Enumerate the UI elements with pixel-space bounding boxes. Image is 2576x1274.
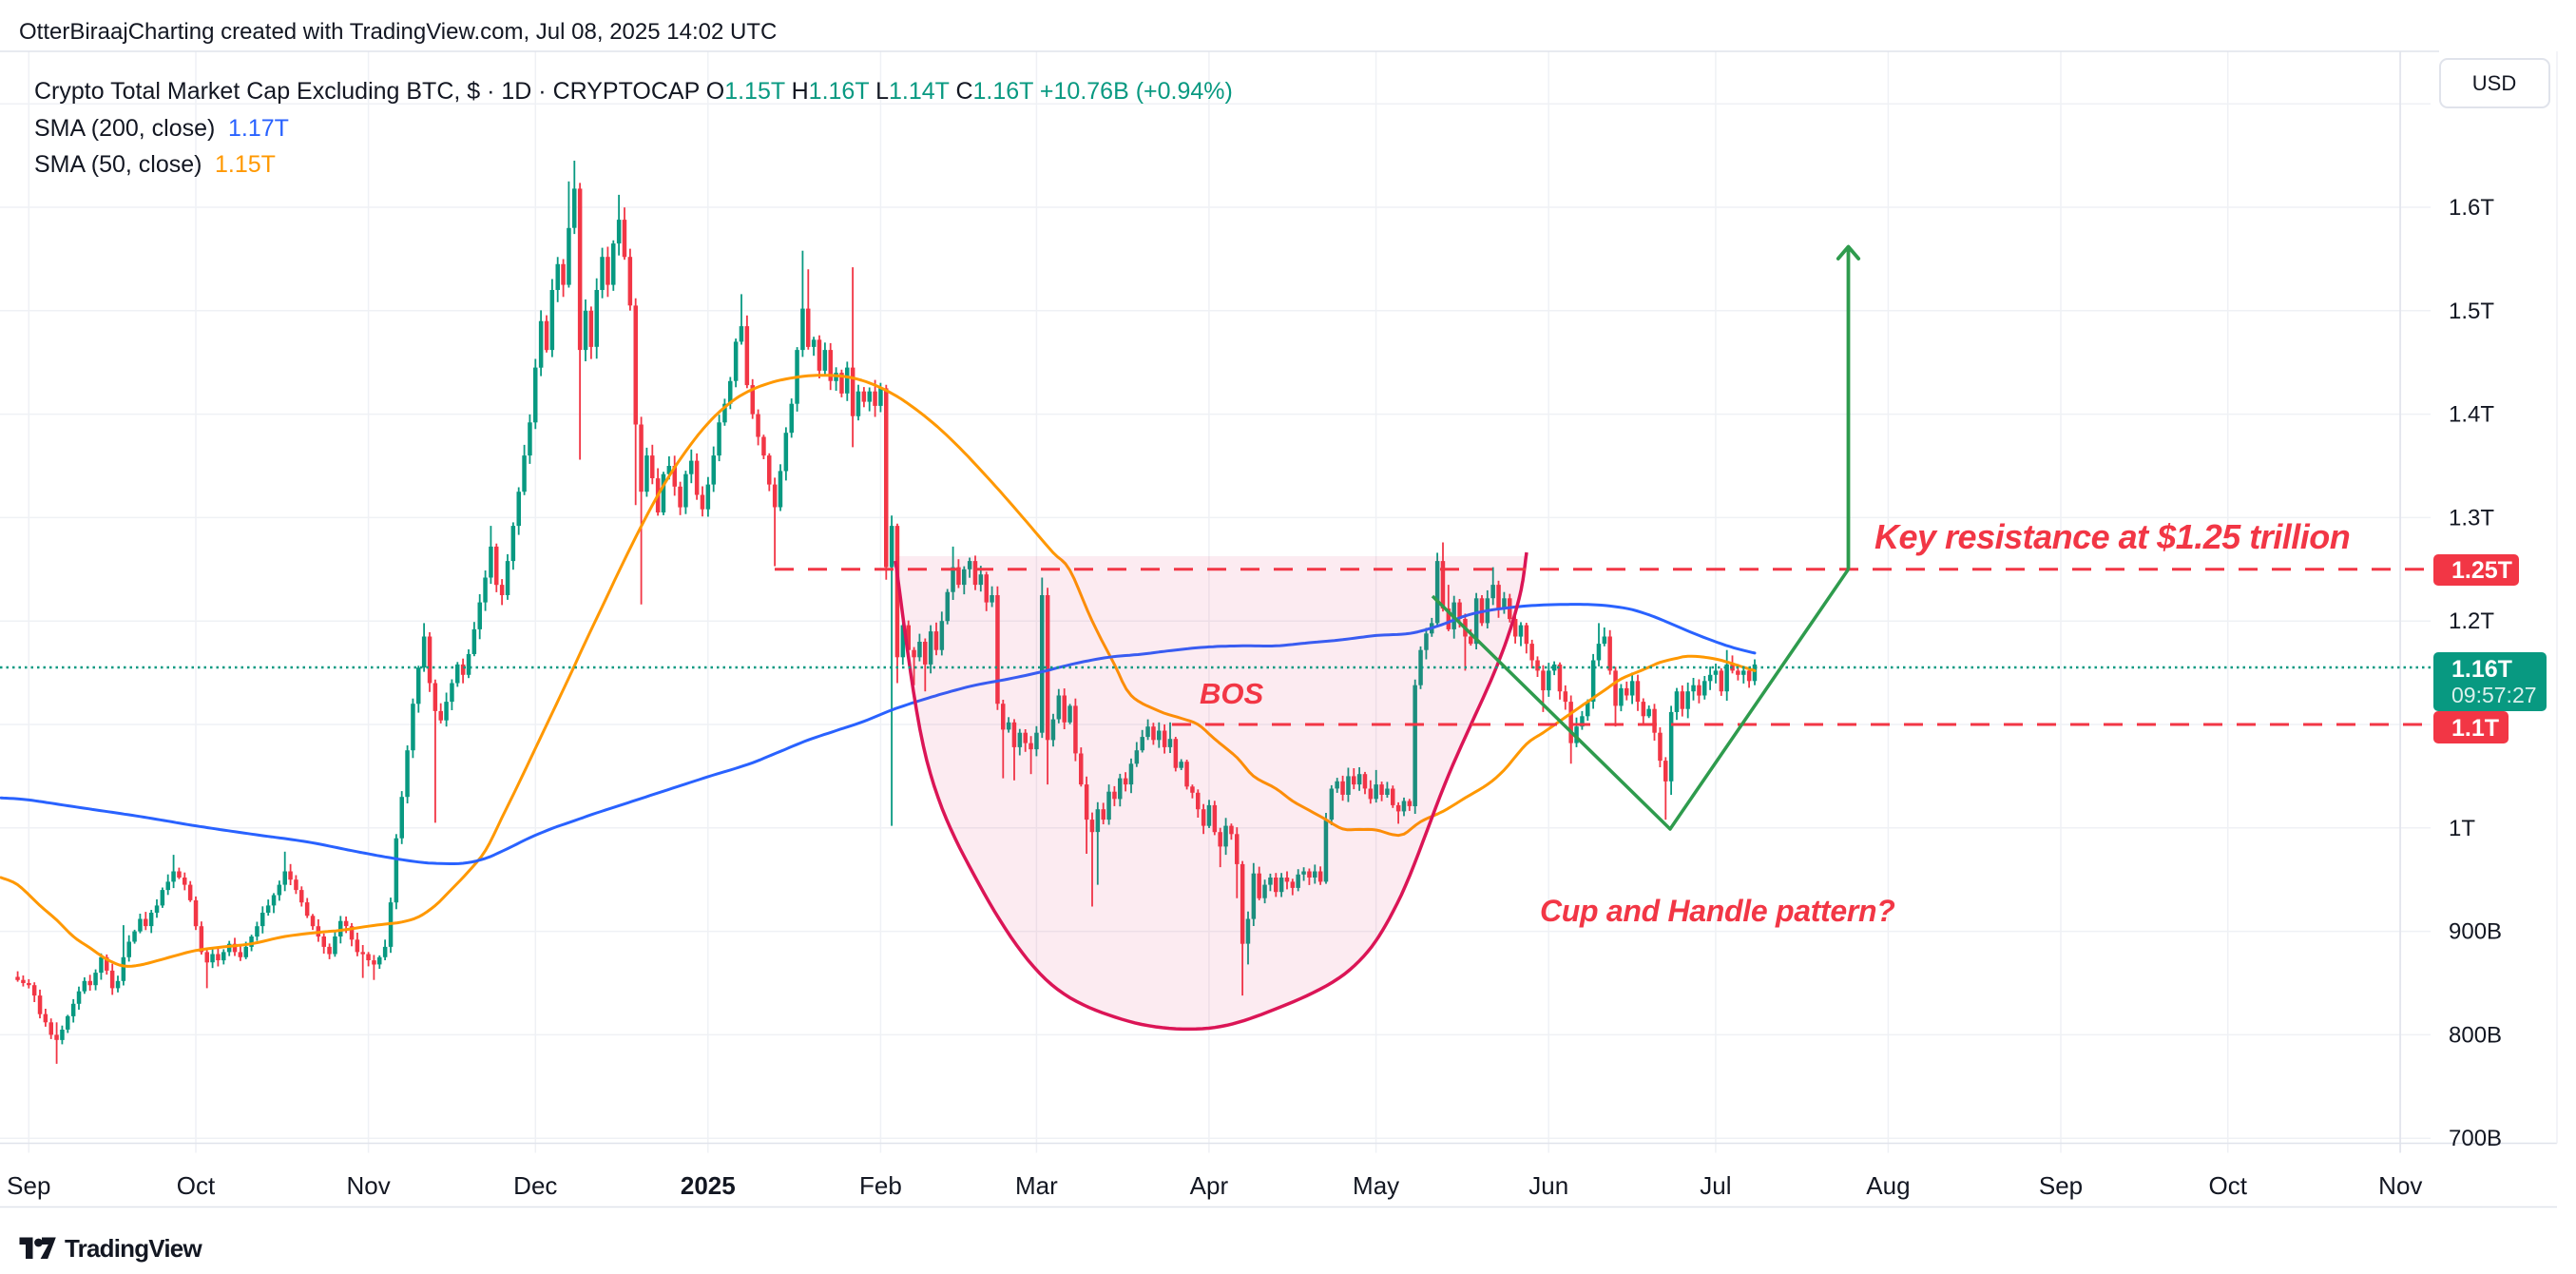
svg-text:SMA (50, close): SMA (50, close)	[34, 151, 202, 178]
svg-text:700B: 700B	[2449, 1126, 2502, 1151]
svg-text:800B: 800B	[2449, 1022, 2502, 1048]
svg-text:1T: 1T	[2449, 816, 2475, 841]
svg-text:TradingView: TradingView	[65, 1234, 202, 1263]
svg-text:Jun: Jun	[1528, 1171, 1568, 1200]
svg-text:1.17T: 1.17T	[228, 115, 289, 142]
svg-text:1.6T: 1.6T	[2449, 195, 2494, 221]
svg-text:900B: 900B	[2449, 919, 2502, 945]
svg-text:Nov: Nov	[346, 1171, 390, 1200]
svg-text:Jul: Jul	[1700, 1171, 1731, 1200]
svg-text:1.25T: 1.25T	[2451, 557, 2512, 584]
svg-text:Dec: Dec	[513, 1171, 557, 1200]
svg-text:Oct: Oct	[2208, 1171, 2247, 1200]
svg-text:Sep: Sep	[2039, 1171, 2083, 1200]
svg-text:2025: 2025	[681, 1171, 736, 1200]
svg-text:OtterBiraajCharting created wi: OtterBiraajCharting created with Trading…	[19, 19, 777, 45]
svg-text:Apr: Apr	[1190, 1171, 1229, 1200]
svg-text:Crypto Total Market Cap Exclud: Crypto Total Market Cap Excluding BTC, $…	[34, 78, 1233, 105]
svg-text:USD: USD	[2472, 71, 2516, 95]
svg-text:Oct: Oct	[177, 1171, 216, 1200]
svg-text:Key resistance at $1.25 trilli: Key resistance at $1.25 trillion	[1874, 517, 2350, 556]
svg-text:1.5T: 1.5T	[2449, 299, 2494, 324]
svg-text:1.2T: 1.2T	[2449, 608, 2494, 634]
svg-text:1.15T: 1.15T	[215, 151, 276, 178]
svg-text:Aug: Aug	[1866, 1171, 1910, 1200]
svg-text:09:57:27: 09:57:27	[2451, 683, 2537, 707]
svg-text:Cup and Handle pattern?: Cup and Handle pattern?	[1540, 894, 1895, 928]
svg-text:Sep: Sep	[7, 1171, 50, 1200]
svg-text:1.16T: 1.16T	[2451, 656, 2512, 683]
svg-text:Nov: Nov	[2378, 1171, 2422, 1200]
svg-text:Mar: Mar	[1015, 1171, 1058, 1200]
svg-text:SMA (200, close): SMA (200, close)	[34, 115, 215, 142]
svg-text:1.3T: 1.3T	[2449, 505, 2494, 531]
svg-text:1.4T: 1.4T	[2449, 402, 2494, 428]
svg-text:1.1T: 1.1T	[2451, 715, 2499, 742]
svg-text:May: May	[1353, 1171, 1399, 1200]
svg-text:Feb: Feb	[859, 1171, 902, 1200]
svg-text:BOS: BOS	[1200, 677, 1264, 710]
